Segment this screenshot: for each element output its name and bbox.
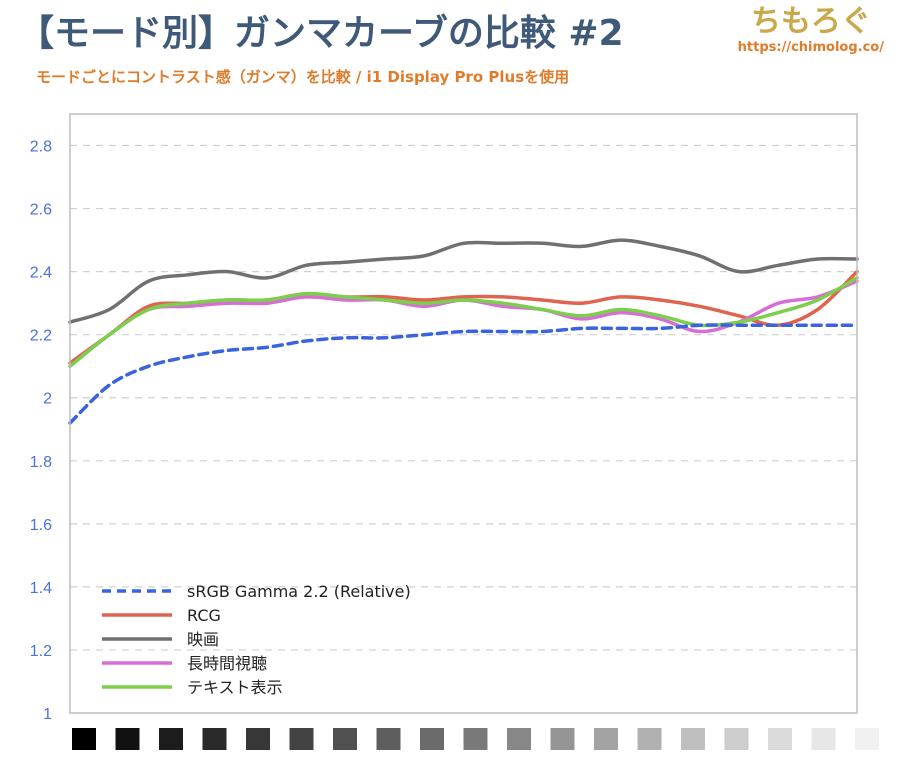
plot-frame <box>69 113 858 714</box>
gray-swatch <box>811 728 836 750</box>
y-tick-label: 1.2 <box>30 643 52 660</box>
gray-swatch <box>594 728 618 750</box>
gray-swatch <box>289 728 314 750</box>
gray-swatch <box>115 728 140 750</box>
legend-label: テキスト表示 <box>187 678 283 697</box>
gray-swatch <box>724 728 749 750</box>
gray-swatch <box>637 728 662 750</box>
logo-name: ちもろぐ <box>750 4 871 39</box>
y-tick-label: 2 <box>43 391 52 408</box>
gray-swatch <box>159 728 183 750</box>
legend-label: 映画 <box>187 630 219 649</box>
gray-swatches <box>72 728 879 750</box>
legend-label: RCG <box>187 606 221 625</box>
gray-swatch <box>681 728 705 750</box>
gray-swatch <box>507 728 531 750</box>
series-line <box>68 269 859 365</box>
series-line <box>68 276 859 368</box>
logo-url: https://chimolog.co/ <box>737 40 884 55</box>
y-tick-label: 2.2 <box>30 328 52 345</box>
gray-swatch <box>246 728 270 750</box>
page-subtitle: モードごとにコントラスト感（ガンマ）を比較 / i1 Display Pro P… <box>36 68 570 86</box>
gray-swatch <box>333 728 357 750</box>
y-tick-label: 1.4 <box>30 580 52 597</box>
gray-swatch <box>72 728 96 750</box>
legend: sRGB Gamma 2.2 (Relative) RCG 映画長時間視聴テキスト表… <box>102 582 411 697</box>
site-logo: ちもろぐ https://chimolog.co/ <box>738 4 884 56</box>
gray-swatch <box>855 728 879 750</box>
y-tick-label: 2.8 <box>30 139 52 156</box>
series-line <box>68 323 859 425</box>
gray-swatch <box>768 728 792 750</box>
gray-swatch <box>376 728 401 750</box>
y-tick-label: 1.6 <box>30 517 52 534</box>
chart-series <box>68 238 859 425</box>
y-tick-label: 2.4 <box>30 265 52 282</box>
y-axis-ticks: 1 1.2 1.4 1.6 1.8 2 2.2 2.4 2.6 2.8 <box>30 139 52 723</box>
y-tick-label: 1 <box>43 706 52 723</box>
gray-swatch <box>463 728 488 750</box>
legend-label: sRGB Gamma 2.2 (Relative) <box>187 582 411 601</box>
page-title: 【モード別】ガンマカーブの比較 #2 <box>18 13 624 54</box>
gray-swatch <box>550 728 575 750</box>
grid-lines <box>70 144 857 651</box>
y-tick-label: 1.8 <box>30 454 52 471</box>
series-line <box>68 238 859 324</box>
gray-swatch <box>202 728 227 750</box>
legend-label: 長時間視聴 <box>187 654 267 673</box>
gray-swatch <box>420 728 444 750</box>
y-tick-label: 2.6 <box>30 202 52 219</box>
